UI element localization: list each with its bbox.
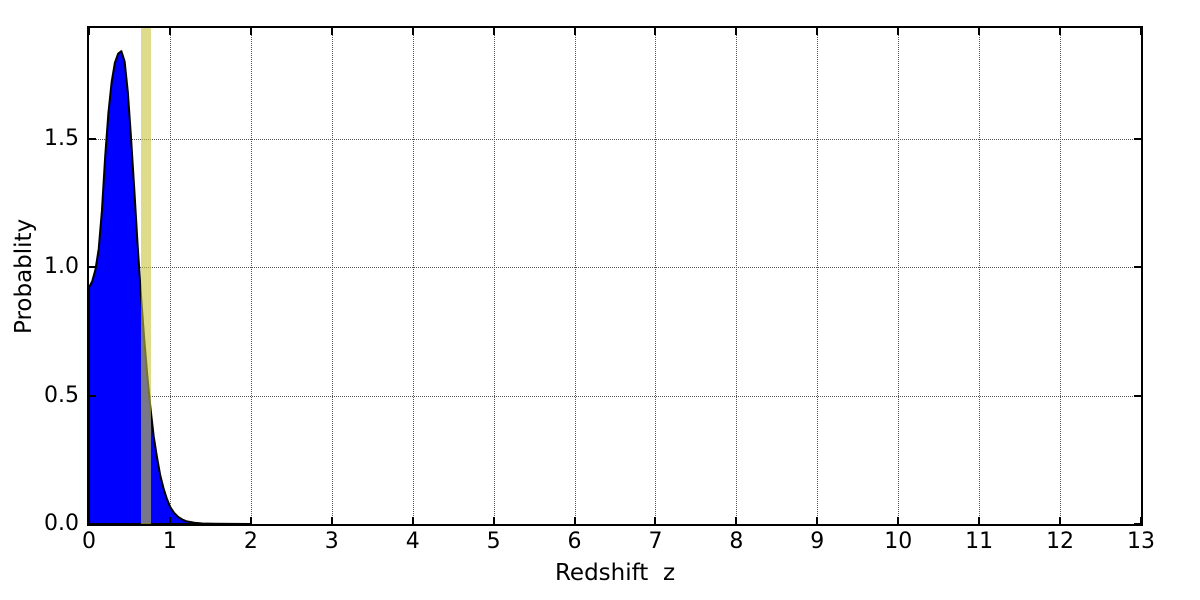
gridline-vertical [412,28,414,524]
tick-mark [1134,137,1141,140]
tick-mark [330,28,333,35]
x-tick-label: 4 [405,529,420,554]
tick-mark [816,517,819,524]
tick-mark [330,517,333,524]
gridline-vertical [169,28,171,524]
tick-mark [168,28,171,35]
tick-mark [735,517,738,524]
gridline-vertical [817,28,819,524]
gridline-vertical [250,28,252,524]
y-axis-label: Probablity [11,218,37,334]
tick-mark [88,28,90,35]
x-axis-label: Redshift z [554,560,676,586]
gridline-vertical [736,28,738,524]
x-tick-label: 5 [486,529,501,554]
x-tick-label: 2 [243,529,258,554]
tick-mark [89,266,96,268]
x-tick-label: 6 [567,529,582,554]
tick-mark [1134,266,1141,268]
gridline-horizontal [89,267,1141,268]
tick-mark [492,517,495,524]
tick-mark [89,137,96,140]
gridline-vertical [493,28,495,524]
tick-mark [573,517,576,524]
y-tick-label: 0.5 [44,382,79,408]
gridline-vertical [979,28,981,524]
tick-mark [1140,517,1142,524]
tick-mark [897,28,900,35]
tick-mark [1140,28,1142,35]
tick-mark [1134,394,1141,397]
gridline-vertical [331,28,333,524]
tick-mark [89,394,96,397]
tick-mark [735,28,738,35]
tick-mark [978,28,981,35]
tick-mark [249,28,252,35]
gridline-vertical [655,28,657,524]
gridline-vertical [574,28,576,524]
plot-frame [87,26,1143,526]
tick-mark [654,517,657,524]
x-tick-label: 0 [82,529,96,554]
y-tick-label: 1.5 [44,125,79,151]
tick-mark [573,28,576,35]
tick-mark [492,28,495,35]
gridline-vertical [898,28,900,524]
tick-mark [249,517,252,524]
tick-mark [1059,517,1062,524]
tick-mark [411,517,414,524]
y-tick-label: 1.0 [44,254,79,279]
x-tick-label: 3 [324,529,339,554]
tick-mark [897,517,900,524]
tick-mark [816,28,819,35]
gridline-horizontal [89,395,1141,397]
tick-mark [1059,28,1062,35]
x-tick-label: 1 [162,529,177,554]
tick-mark [1134,523,1141,525]
x-tick-label: 13 [1127,529,1155,554]
tick-mark [168,517,171,524]
tick-mark [978,517,981,524]
tick-mark [411,28,414,35]
tick-mark [89,523,96,525]
x-tick-label: 10 [884,529,913,554]
gridline-vertical [1060,28,1062,524]
y-tick-label: 0.0 [44,511,79,536]
x-tick-label: 8 [729,529,744,554]
x-tick-label: 12 [1046,529,1075,554]
redshift-marker-line [140,28,151,524]
x-tick-label: 9 [810,529,825,554]
tick-mark [88,517,90,524]
gridline-horizontal [89,138,1141,140]
x-tick-label: 11 [965,529,994,554]
tick-mark [654,28,657,35]
x-tick-label: 7 [648,529,663,554]
